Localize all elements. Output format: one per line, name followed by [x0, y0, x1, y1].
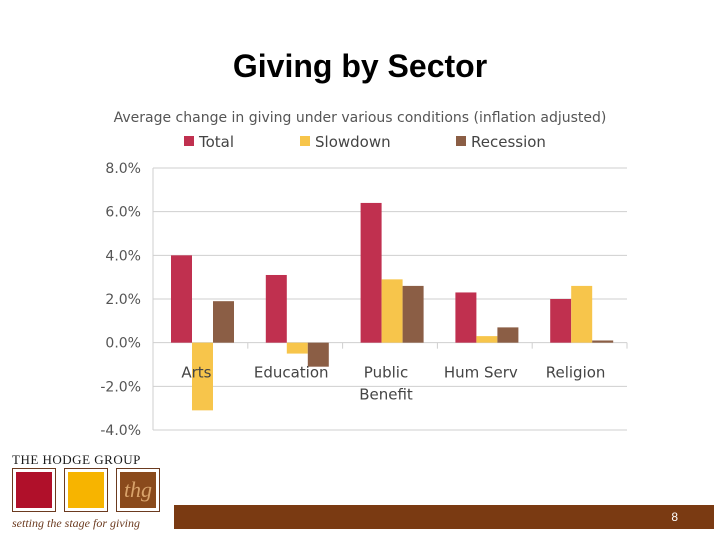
y-tick-label: 2.0% — [105, 292, 141, 308]
legend-swatch-slowdown — [300, 136, 310, 146]
category-label: Education — [254, 364, 329, 382]
hodge-group-logo: THE HODGE GROUP thg setting the stage fo… — [12, 452, 162, 536]
logo-tagline: setting the stage for giving — [12, 516, 140, 530]
bar-chart: Average change in giving under various c… — [100, 110, 628, 439]
category-label: Arts — [181, 364, 211, 382]
bar-total-hum-serv — [455, 292, 477, 343]
chart-legend: Total Slowdown Recession — [184, 133, 546, 151]
logo-monogram-square: thg — [116, 468, 160, 512]
bar-slowdown-hum-serv — [476, 336, 498, 343]
bar-recession-public-benefit — [402, 285, 424, 343]
bar-total-public-benefit — [360, 202, 382, 343]
legend-swatch-recession — [456, 136, 466, 146]
bar-recession-arts — [213, 301, 234, 343]
legend-swatch-total — [184, 136, 194, 146]
y-tick-label: -4.0% — [100, 423, 141, 439]
logo-monogram: thg — [120, 472, 156, 508]
y-tick-label: 8.0% — [105, 161, 141, 177]
chart-title: Average change in giving under various c… — [114, 110, 607, 126]
bar-recession-education — [307, 342, 329, 367]
logo-red-square — [12, 468, 56, 512]
bar-total-education — [265, 274, 287, 343]
logo-gold-square — [64, 468, 108, 512]
y-tick-label: 6.0% — [105, 205, 141, 221]
legend-label-total: Total — [198, 133, 234, 151]
legend-label-recession: Recession — [471, 133, 546, 151]
x-axis-labels: Arts Education Public Benefit Hum Serv Religi… — [181, 364, 605, 404]
bar-recession-hum-serv — [497, 327, 519, 343]
bar-total-arts — [171, 255, 192, 343]
category-label: Public Benefit — [359, 364, 413, 404]
bar-slowdown-education — [286, 342, 308, 354]
footer-bar: 8 — [174, 505, 714, 529]
gridlines — [152, 167, 628, 431]
logo-company-name: THE HODGE GROUP — [12, 452, 141, 467]
category-label: Hum Serv — [444, 364, 518, 382]
legend-label-slowdown: Slowdown — [315, 133, 391, 151]
slide-title: Giving by Sector — [232, 48, 488, 84]
bar-slowdown-public-benefit — [381, 279, 403, 343]
bar-slowdown-arts — [192, 342, 213, 411]
y-tick-label: -2.0% — [100, 379, 141, 395]
bar-recession-religion — [592, 340, 614, 343]
page-number: 8 — [671, 510, 678, 524]
bars — [171, 202, 614, 411]
y-axis-ticks: 8.0% 6.0% 4.0% 2.0% 0.0% -2.0% -4.0% — [100, 161, 141, 439]
bar-total-religion — [550, 299, 572, 343]
bar-slowdown-religion — [571, 285, 593, 343]
y-tick-label: 4.0% — [105, 248, 141, 264]
y-tick-label: 0.0% — [105, 336, 141, 352]
category-label: Religion — [546, 364, 606, 382]
